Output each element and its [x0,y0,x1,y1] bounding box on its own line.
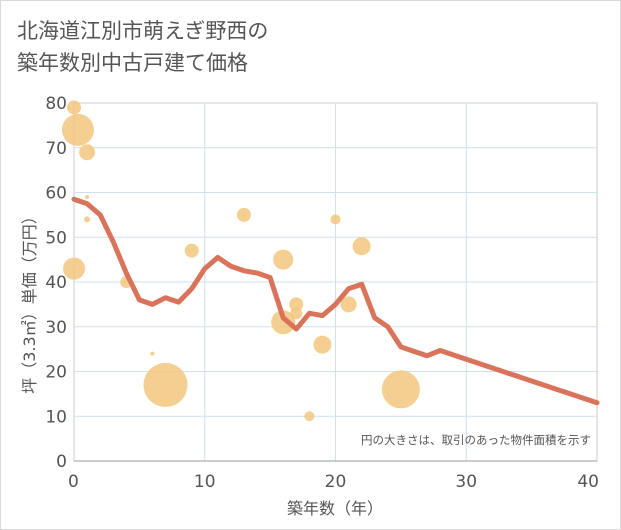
y-axis-label: 坪（3.3㎡）単価（万円） [20,208,39,393]
x-tick-label-0: 0 [68,472,79,492]
bubble-point-7 [150,351,155,356]
grid-lines [74,103,597,462]
bubble-point-10 [236,207,251,222]
bubble-point-9 [184,243,199,258]
bubble-point-17 [330,214,341,225]
bubble-point-11 [273,249,294,270]
bubble-point-20 [381,370,420,409]
bubble-point-3 [85,194,90,199]
bubble-point-15 [304,411,315,422]
average-price-line [71,196,600,406]
bubble-point-2 [79,144,96,161]
bubble-point-5 [63,257,85,280]
bubble-point-18 [340,296,357,313]
y-tick-label-80: 80 [45,94,67,114]
bubble-point-12 [271,310,296,335]
y-axis-ticks: 0 10 20 30 40 50 60 70 80 [45,94,67,472]
y-tick-label-60: 60 [45,184,67,204]
bubble-point-4 [84,216,91,223]
bubble-point-13 [289,297,304,312]
y-tick-label-30: 30 [45,318,67,338]
bubble-point-1 [61,113,94,146]
x-tick-label-40: 40 [577,472,599,492]
y-tick-label-40: 40 [45,273,67,293]
y-tick-label-50: 50 [45,228,67,248]
x-axis-label: 築年数（年） [287,499,383,518]
chart-title-line-1: 北海道江別市萌えぎ野西の [17,19,269,43]
bubble-point-8 [143,362,188,407]
x-tick-label-10: 10 [194,472,216,492]
chart-annotation: 円の大きさは、取引のあった物件面積を示す [361,433,591,447]
bubble-point-0 [67,100,81,115]
y-tick-label-0: 0 [56,452,67,472]
bubble-point-19 [352,237,371,256]
bubble-point-14 [290,307,303,320]
x-tick-label-30: 30 [455,472,477,492]
chart-title: 北海道江別市萌えぎ野西の 築年数別中古戸建て価格 [17,15,268,79]
x-tick-label-20: 20 [325,472,347,492]
average-line-series [71,196,600,406]
x-axis-ticks: 0 10 20 30 40 [68,472,599,492]
bubble-series [61,100,420,422]
y-tick-label-10: 10 [45,407,67,427]
bubble-point-16 [313,335,332,354]
y-tick-label-70: 70 [45,139,67,159]
chart-title-line-2: 築年数別中古戸建て価格 [17,51,248,75]
y-tick-label-20: 20 [45,363,67,383]
